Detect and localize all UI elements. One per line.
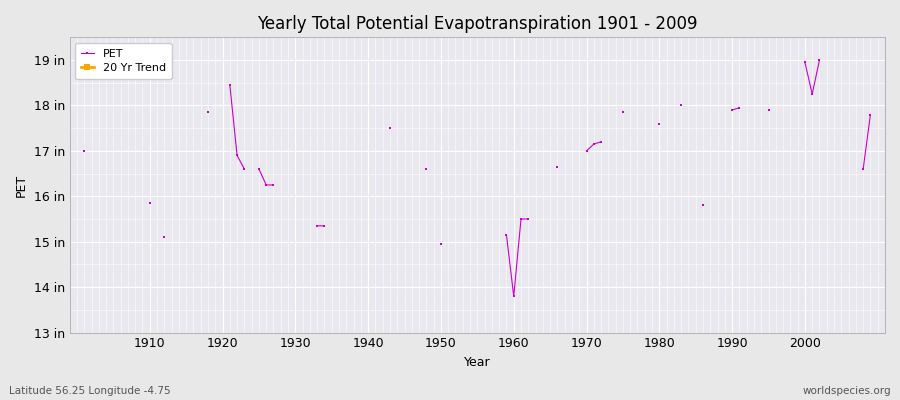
Legend: PET, 20 Yr Trend: PET, 20 Yr Trend: [76, 43, 172, 79]
PET: [79, 148, 90, 153]
Y-axis label: PET: PET: [15, 173, 28, 196]
Text: worldspecies.org: worldspecies.org: [803, 386, 891, 396]
Title: Yearly Total Potential Evapotranspiration 1901 - 2009: Yearly Total Potential Evapotranspiratio…: [257, 15, 698, 33]
PET: [516, 217, 526, 222]
Line: PET: PET: [83, 59, 872, 298]
X-axis label: Year: Year: [464, 356, 491, 369]
PET: [508, 294, 519, 299]
PET: [144, 201, 155, 206]
PET: [865, 112, 876, 117]
Text: Latitude 56.25 Longitude -4.75: Latitude 56.25 Longitude -4.75: [9, 386, 171, 396]
